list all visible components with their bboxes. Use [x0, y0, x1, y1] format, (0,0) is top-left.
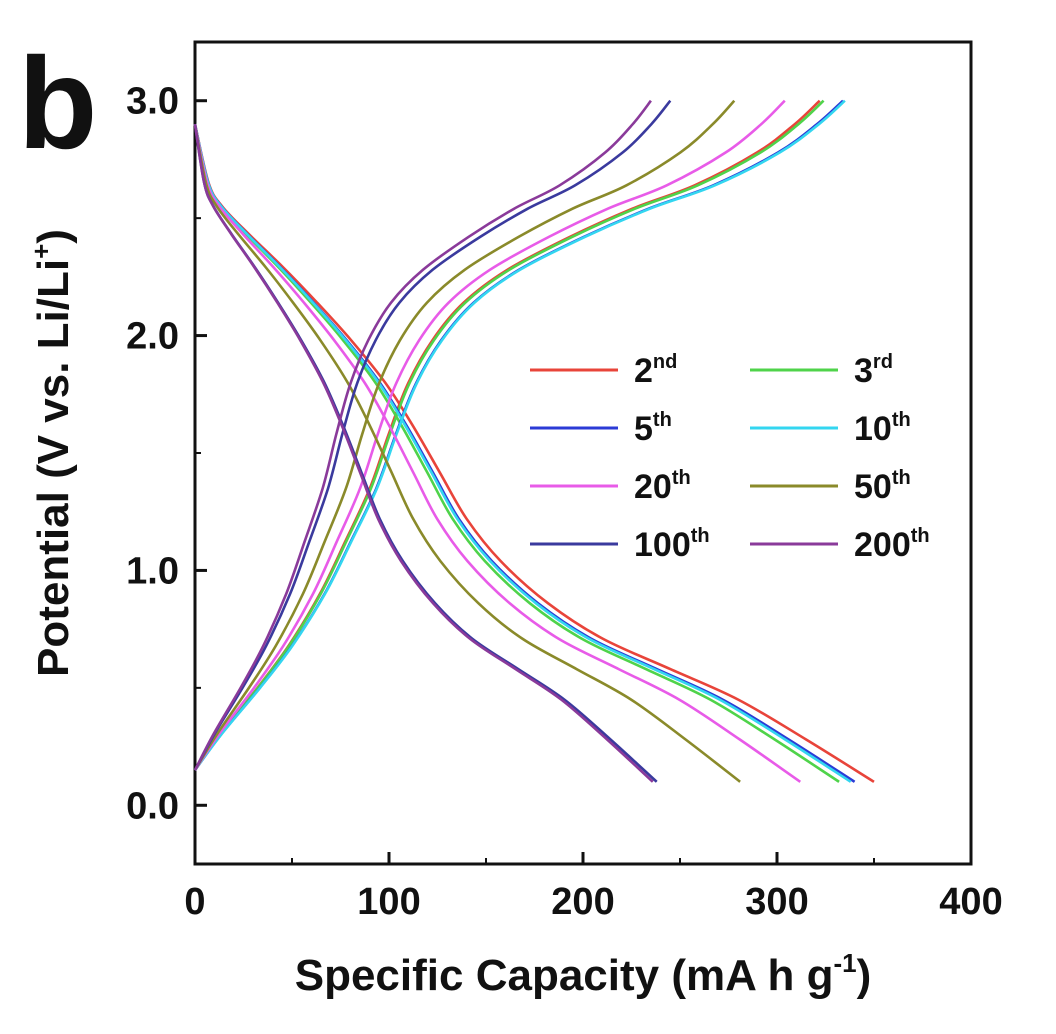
x-tick-label: 200	[551, 881, 614, 923]
legend-label-number: 20	[634, 468, 672, 506]
legend-label-5: 5th	[634, 409, 672, 448]
legend-label-50: 50th	[854, 467, 911, 506]
discharge-curve-50	[193, 123, 741, 783]
legend-label-10: 10th	[854, 409, 911, 448]
x-axis-label-main: Specific Capacity (mA h g	[295, 951, 834, 1000]
legend-label-number: 50	[854, 468, 892, 506]
y-axis-ticks: 0.0 1.0 2.0 3.0	[126, 81, 207, 827]
x-tick-label: 0	[184, 881, 205, 923]
y-tick-label: 3.0	[126, 81, 179, 123]
legend-label-number: 10	[854, 410, 892, 448]
legend-label-number: 100	[634, 526, 691, 564]
legend-label-3: 3rd	[854, 351, 893, 390]
y-tick-label: 2.0	[126, 316, 179, 358]
discharge-curve-200	[193, 124, 654, 783]
y-axis-label-end: )	[29, 229, 78, 244]
x-axis-label: Specific Capacity (mA h g-1)	[295, 948, 872, 1000]
charge-curve-100	[193, 99, 672, 771]
x-axis-label-sup: -1	[833, 948, 856, 978]
legend-label-2: 2nd	[634, 351, 677, 390]
charge-curve-50	[193, 99, 736, 771]
discharge-curve-10	[193, 123, 852, 783]
curves	[193, 99, 875, 783]
legend-label-suffix: th	[911, 525, 930, 547]
discharge-curve-3	[193, 123, 840, 783]
charge-curve-2	[193, 99, 821, 771]
legend-label-number: 3	[854, 352, 873, 390]
panel-label: b	[18, 30, 97, 176]
legend-label-suffix: th	[892, 409, 911, 431]
x-axis-label-end: )	[857, 951, 872, 1000]
x-axis-ticks: 0 100 200 300 400	[184, 852, 1003, 923]
x-tick-label: 400	[939, 881, 1002, 923]
discharge-curve-5	[193, 123, 856, 783]
y-axis-label: Potential (V vs. Li/Li+)	[26, 229, 78, 677]
y-axis-label-main: Potential (V vs. Li/Li	[29, 259, 78, 677]
y-tick-label: 1.0	[126, 550, 179, 592]
legend-label-number: 200	[854, 526, 911, 564]
charge-curve-10	[193, 99, 846, 771]
legend-label-number: 5	[634, 410, 653, 448]
y-tick-label: 0.0	[126, 785, 179, 827]
charge-curve-200	[193, 99, 652, 771]
legend-label-suffix: rd	[873, 351, 893, 373]
plot-frame	[193, 40, 973, 866]
x-tick-label: 100	[357, 881, 420, 923]
legend-label-suffix: th	[691, 525, 710, 547]
charge-curve-20	[193, 99, 786, 771]
legend-label-100: 100th	[634, 525, 710, 564]
legend-label-20: 20th	[634, 467, 691, 506]
x-tick-label: 300	[745, 881, 808, 923]
legend-label-200: 200th	[854, 525, 930, 564]
charge-curve-3	[193, 99, 825, 771]
legend-label-suffix: th	[672, 467, 691, 489]
discharge-curve-2	[193, 123, 875, 783]
legend-label-number: 2	[634, 352, 653, 390]
legend-label-suffix: nd	[653, 351, 677, 373]
y-axis-label-sup: +	[26, 244, 56, 259]
legend-label-suffix: th	[653, 409, 672, 431]
discharge-curve-20	[193, 123, 802, 783]
legend-label-suffix: th	[892, 467, 911, 489]
